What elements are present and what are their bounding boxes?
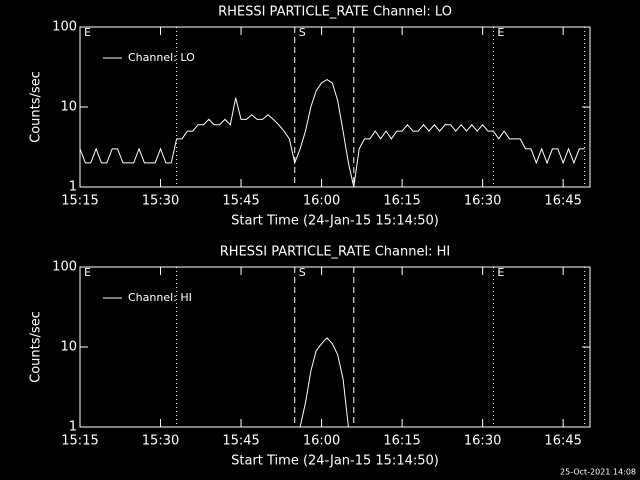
x-tick-label: 15:15	[61, 434, 98, 449]
series-line	[299, 337, 349, 428]
x-tick-label: 16:30	[464, 434, 501, 449]
x-tick-label: 16:15	[383, 194, 420, 209]
y-axis-label: Counts/sec	[29, 311, 44, 383]
annotation: S	[299, 266, 306, 279]
chart-title: RHESSI PARTICLE_RATE Channel: LO	[218, 5, 452, 20]
y-tick-label: 1	[69, 180, 77, 195]
x-tick-label: 16:00	[303, 434, 340, 449]
x-tick-label: 16:00	[303, 194, 340, 209]
y-tick-label: 10	[60, 340, 77, 355]
x-tick-label: 16:30	[464, 194, 501, 209]
y-tick-label: 100	[52, 20, 77, 35]
y-axis-label: Counts/sec	[29, 71, 44, 143]
annotation: E	[84, 26, 91, 39]
x-tick-label: 15:30	[142, 194, 179, 209]
y-tick-label: 1	[69, 420, 77, 435]
footer: 25-Oct-2021 14:08	[560, 468, 636, 477]
y-tick-label: 10	[60, 100, 77, 115]
annotation: E	[497, 266, 504, 279]
annotation: E	[497, 26, 504, 39]
x-tick-label: 16:45	[544, 194, 581, 209]
series-line	[79, 79, 585, 188]
legend-label: Channel: HI	[128, 291, 192, 304]
y-tick-label: 100	[52, 260, 77, 275]
x-tick-label: 15:15	[61, 194, 98, 209]
x-axis-label: Start Time (24-Jan-15 15:14:50)	[231, 454, 439, 469]
chart-title: RHESSI PARTICLE_RATE Channel: HI	[220, 245, 450, 260]
x-tick-label: 15:45	[222, 194, 259, 209]
x-tick-label: 15:30	[142, 434, 179, 449]
x-tick-label: 16:15	[383, 434, 420, 449]
x-tick-label: 16:45	[544, 434, 581, 449]
annotation: E	[84, 266, 91, 279]
legend-label: Channel: LO	[128, 51, 195, 64]
x-axis-label: Start Time (24-Jan-15 15:14:50)	[231, 214, 439, 229]
x-tick-label: 15:45	[222, 434, 259, 449]
annotation: S	[299, 26, 306, 39]
